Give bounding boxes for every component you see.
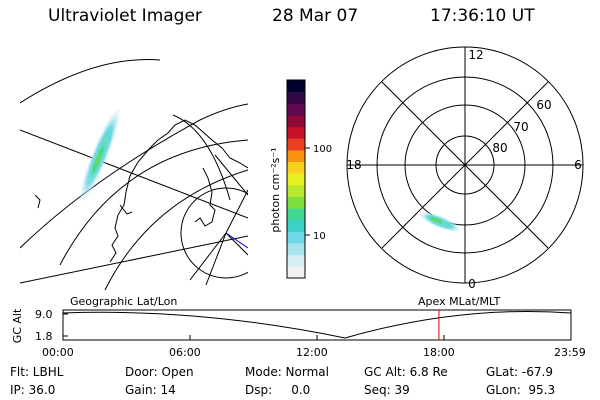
colorbar-segment xyxy=(287,161,305,174)
mlt-label-6: 6 xyxy=(574,158,582,172)
colorbar-tick-100: 100 xyxy=(313,144,332,155)
altitude-strip xyxy=(62,309,572,341)
colorbar-segment xyxy=(287,254,305,267)
status-glon: GLon: 95.3 xyxy=(486,383,556,397)
mlat-label-70: 70 xyxy=(513,120,528,134)
status-seq: Seq: 39 xyxy=(364,383,410,397)
mlt-label-12: 12 xyxy=(468,48,483,62)
colorbar-unit-label: photon cm⁻²s⁻¹ xyxy=(269,147,282,232)
status-gc-alt: GC Alt: 6.8 Re xyxy=(364,365,448,379)
colorbar-segment xyxy=(287,114,305,128)
status-gain: Gain: 14 xyxy=(125,383,176,397)
apex-panel-label: Apex MLat/MLT xyxy=(418,295,501,308)
altitude-xtick-1800: 18:00 xyxy=(423,346,455,359)
mlat-label-60: 60 xyxy=(536,98,551,112)
colorbar-segment xyxy=(287,184,305,197)
colorbar-segment xyxy=(287,138,305,151)
altitude-xtick-0000: 00:00 xyxy=(42,346,74,359)
colorbar-segment xyxy=(287,80,305,93)
status-ip: IP: 36.0 xyxy=(10,383,56,397)
colorbar-segment xyxy=(287,196,305,209)
colorbar-frame xyxy=(286,79,306,279)
altitude-xtick-2359: 23:59 xyxy=(554,346,586,359)
altitude-xtick-1200: 12:00 xyxy=(296,346,328,359)
polar-plot xyxy=(346,46,584,284)
colorbar-segment xyxy=(287,208,305,221)
mlat-label-80: 80 xyxy=(492,141,507,155)
date-label: 28 Mar 07 xyxy=(272,6,359,26)
colorbar-segment xyxy=(287,231,305,244)
colorbar-segment xyxy=(287,243,305,256)
geo-panel-label: Geographic Lat/Lon xyxy=(70,295,178,308)
colorbar-tick-10: 10 xyxy=(313,231,326,242)
mlt-label-0: 0 xyxy=(468,277,476,291)
colorbar xyxy=(286,79,306,279)
time-label: 17:36:10 UT xyxy=(430,6,535,26)
colorbar-segment xyxy=(287,149,305,163)
altitude-ytick-9: 9.0 xyxy=(35,308,53,321)
colorbar-segment xyxy=(287,266,305,279)
colorbar-segment xyxy=(287,126,305,139)
altitude-xtick-0600: 06:00 xyxy=(169,346,201,359)
mlt-label-18: 18 xyxy=(346,158,361,172)
altitude-axis-label: GC Alt xyxy=(11,308,24,343)
status-dsp: Dsp: 0.0 xyxy=(245,383,311,397)
colorbar-segment xyxy=(287,219,305,232)
colorbar-segment xyxy=(287,103,305,116)
colorbar-segment xyxy=(287,91,305,104)
colorbar-segment xyxy=(287,173,305,186)
geographic-map xyxy=(20,59,248,291)
status-glat: GLat: -67.9 xyxy=(486,365,553,379)
altitude-ytick-1-8: 1.8 xyxy=(35,330,53,343)
app-title: Ultraviolet Imager xyxy=(48,6,202,26)
status-door: Door: Open xyxy=(125,365,194,379)
status-flt: Flt: LBHL xyxy=(10,365,64,379)
status-mode: Mode: Normal xyxy=(245,365,329,379)
altitude-curve xyxy=(62,310,572,339)
